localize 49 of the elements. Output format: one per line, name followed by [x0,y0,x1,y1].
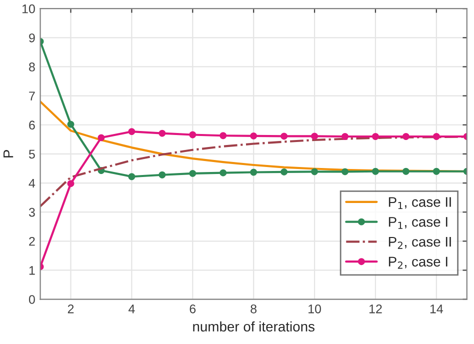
x-tick-label: 4 [128,304,135,314]
x-tick-label: 8 [250,304,257,314]
point [342,168,348,176]
x-axis-title: number of iterations [193,321,314,332]
y-tick-label: 8 [29,62,35,72]
point [220,169,227,176]
y-tick-label: 1 [29,266,35,275]
y-tick-label: 5 [28,150,35,159]
y-tick-label: 2 [29,236,35,246]
x-tick-label: 14 [430,304,444,314]
x-tick-label: 10 [308,304,321,314]
y-tick-label: 9 [29,33,35,42]
point [67,120,74,128]
point [342,133,348,140]
point [158,130,166,137]
legend-label: P$_{2}$, case II [388,236,451,249]
y-tick-label: 0 [28,295,35,304]
point [311,168,318,176]
y-tick-label: 4 [28,178,36,188]
point [402,133,410,140]
y-axis-title: P [4,150,14,158]
y-tick-label: 6 [29,120,35,130]
point [158,171,166,178]
point [372,168,379,175]
point [250,168,258,176]
x-tick-label: 2 [68,304,74,314]
point [432,168,440,175]
point [280,132,288,140]
point [189,131,196,138]
point [128,173,136,180]
legend-label: P$_{1}$, case I [388,217,448,229]
point [128,128,136,136]
point [311,132,318,140]
point [98,134,105,142]
point [402,168,410,175]
x-tick-label: 12 [369,304,382,314]
point [432,133,440,140]
point [280,168,288,176]
point [67,180,74,188]
y-tick-label: 10 [22,4,35,14]
point [250,132,258,140]
point [189,170,196,177]
point [372,133,379,140]
legend-label: P$_{1}$, case II [388,197,451,210]
y-tick-label: 7 [29,92,35,100]
y-tick-label: 3 [28,208,35,217]
point [220,132,227,140]
x-tick-label: 6 [190,304,196,314]
legend-label: P$_{2}$, case I [388,256,448,269]
